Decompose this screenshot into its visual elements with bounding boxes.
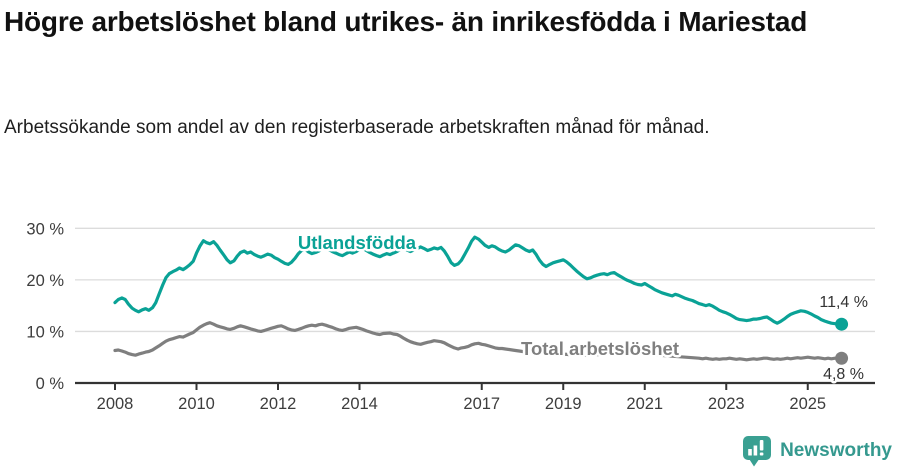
x-tick-label: 2008 [97,395,134,413]
brand-name: Newsworthy [780,440,892,461]
bar-chart-pin-icon [743,436,772,467]
x-tick-label: 2021 [626,395,663,413]
series-label-total-arbetsloshet: Total arbetslöshet [521,338,679,359]
series-end-dot [835,317,849,331]
series-end-dot [835,351,849,365]
x-tick-label: 2023 [708,395,745,413]
x-tick-label: 2025 [789,395,826,413]
x-tick-label: 2012 [260,395,297,413]
y-tick-label: 10 % [26,323,64,341]
x-tick-label: 2019 [545,395,582,413]
footer-branding: Newsworthy [742,435,892,467]
chart-title: Högre arbetslöshet bland utrikes- än inr… [4,6,808,37]
series-line [113,235,844,326]
y-tick-label: 20 % [26,272,64,290]
end-value-label-utlandsfodda: 11,4 % [819,294,868,311]
series-label-utlandsfodda: Utlandsfödda [298,232,417,253]
x-tick-label: 2010 [178,395,215,413]
y-tick-label: 30 % [26,220,64,238]
chart-subtitle: Arbetssökande som andel av den registerb… [4,117,710,138]
x-tick-label: 2017 [463,395,500,413]
y-tick-label: 0 % [36,375,65,393]
series-line [113,321,844,362]
end-value-label-total: 4,8 % [823,366,864,383]
x-tick-label: 2014 [341,395,378,413]
